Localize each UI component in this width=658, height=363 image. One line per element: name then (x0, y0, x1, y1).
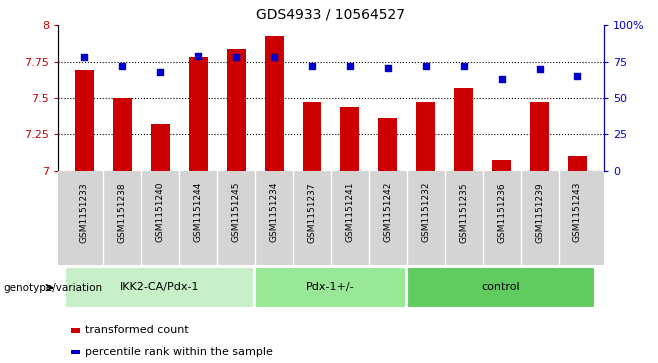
Text: GSM1151243: GSM1151243 (573, 182, 582, 242)
Text: GSM1151241: GSM1151241 (345, 182, 355, 242)
Bar (530, 102, 549, 171)
Bar (407, 267, 595, 308)
Bar (255, 267, 406, 308)
Bar (303, 102, 322, 171)
Bar (265, 36, 284, 171)
Bar (113, 98, 132, 171)
Text: GSM1151245: GSM1151245 (232, 182, 241, 242)
Point (420, 63, 431, 69)
Text: GSM1151239: GSM1151239 (535, 182, 544, 242)
Bar (226, 49, 245, 171)
Bar (454, 88, 473, 171)
Point (345, 63, 355, 69)
Text: GSM1151232: GSM1151232 (421, 182, 430, 242)
Bar (417, 102, 436, 171)
Point (382, 65, 393, 70)
Text: IKK2-CA/Pdx-1: IKK2-CA/Pdx-1 (120, 282, 199, 292)
Point (534, 66, 545, 72)
Point (307, 63, 317, 69)
Point (193, 53, 203, 59)
Text: transformed count: transformed count (85, 325, 189, 335)
Bar (189, 57, 208, 171)
Text: GSM1151233: GSM1151233 (80, 182, 89, 242)
Bar (492, 160, 511, 171)
Text: GSM1151236: GSM1151236 (497, 182, 506, 242)
Text: GSM1151242: GSM1151242 (384, 182, 392, 242)
Text: genotype/variation: genotype/variation (3, 283, 103, 293)
Bar (66, 267, 254, 308)
Text: Pdx-1+/-: Pdx-1+/- (306, 282, 355, 292)
Bar (151, 124, 170, 171)
Point (572, 73, 583, 79)
Text: GSM1151235: GSM1151235 (459, 182, 468, 242)
Text: GSM1151240: GSM1151240 (156, 182, 164, 242)
Point (231, 54, 241, 60)
Text: GSM1151238: GSM1151238 (118, 182, 127, 242)
Text: GSM1151244: GSM1151244 (193, 182, 203, 242)
Point (459, 63, 469, 69)
Bar (75, 70, 94, 171)
Text: percentile rank within the sample: percentile rank within the sample (85, 347, 273, 357)
Text: control: control (482, 282, 520, 292)
Bar (568, 156, 587, 171)
Title: GDS4933 / 10564527: GDS4933 / 10564527 (257, 8, 405, 21)
Point (269, 54, 280, 60)
Text: GSM1151237: GSM1151237 (307, 182, 316, 242)
Point (496, 76, 507, 82)
Point (79, 54, 89, 60)
Bar (340, 107, 359, 171)
Bar (378, 118, 397, 171)
Point (117, 63, 128, 69)
Text: GSM1151234: GSM1151234 (270, 182, 278, 242)
Point (155, 69, 166, 75)
